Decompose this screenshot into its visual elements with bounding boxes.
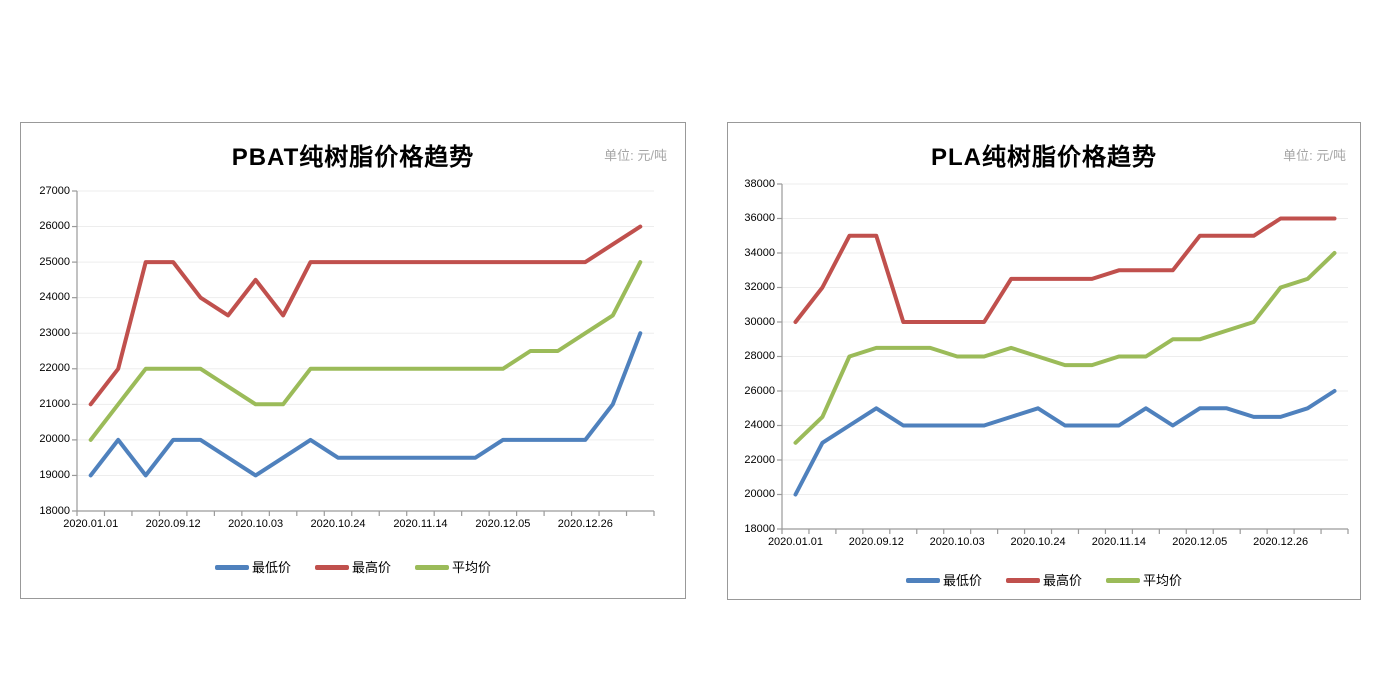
legend-swatch-avg <box>415 565 449 570</box>
legend-label: 平均价 <box>1143 573 1183 588</box>
series-line-min <box>793 389 1337 497</box>
x-tick-label: 2020.12.26 <box>1253 536 1309 548</box>
legend-item-max: 最高价 <box>1005 570 1082 589</box>
x-tick-label: 2020.09.12 <box>145 518 201 530</box>
y-tick-label: 34000 <box>744 246 775 259</box>
y-tick-label: 27000 <box>39 184 70 197</box>
pbat-chart-panel: PBAT纯树脂价格趋势 单位: 元/吨 18000 19000 20000 21000… <box>20 122 686 599</box>
legend-swatch-avg <box>1106 578 1140 583</box>
y-tick-label: 23000 <box>39 326 70 339</box>
chart-title: PLA纯树脂价格趋势 <box>931 144 1157 171</box>
legend-swatch-max <box>1005 578 1040 583</box>
x-tick-label: 2020.11.14 <box>393 518 448 530</box>
y-tick-label: 28000 <box>744 350 775 362</box>
legend-item-max: 最高价 <box>314 557 391 576</box>
x-tick-label: 2020.10.03 <box>228 518 284 530</box>
legend-label: 最低价 <box>942 573 982 588</box>
y-tick-label: 26000 <box>39 220 70 233</box>
x-tick-label: 2020.11.14 <box>1091 536 1147 548</box>
series-line-max <box>88 224 643 407</box>
legend-label: 最低价 <box>251 560 291 575</box>
chart-title: PBAT纯树脂价格趋势 <box>231 144 475 171</box>
x-tick-label: 2020.12.05 <box>1172 536 1228 548</box>
x-tick-label: 2020.09.12 <box>848 536 904 548</box>
y-tick-label: 30000 <box>744 315 775 328</box>
y-tick-label: 38000 <box>744 177 775 190</box>
x-tick-label: 2020.10.24 <box>1010 536 1066 548</box>
y-tick-label: 22000 <box>39 362 70 375</box>
legend-label: 最高价 <box>351 560 391 575</box>
y-tick-label: 18000 <box>744 522 775 535</box>
y-tick-label: 18000 <box>39 504 70 517</box>
series-line-max <box>793 216 1337 324</box>
y-tick-label: 20000 <box>744 488 775 500</box>
legend: 最低价 最高价 平均价 <box>728 570 1360 589</box>
y-tick-label: 32000 <box>744 281 775 293</box>
y-tick-label: 22000 <box>744 453 775 466</box>
plot-area <box>777 183 1349 534</box>
legend: 最低价 最高价 平均价 <box>21 557 685 576</box>
x-tick-label: 2020.12.05 <box>475 518 531 530</box>
y-tick-label: 36000 <box>744 212 775 224</box>
series-line-avg <box>793 251 1337 445</box>
legend-swatch-min <box>905 578 940 583</box>
y-tick-label: 26000 <box>744 384 775 397</box>
legend-item-avg: 平均价 <box>415 557 491 576</box>
x-tick-label: 2020.10.24 <box>310 518 366 530</box>
y-tick-label: 20000 <box>39 433 70 446</box>
legend-item-min: 最低价 <box>905 570 982 589</box>
unit-label: 单位: 元/吨 <box>1283 148 1346 163</box>
y-tick-label: 25000 <box>39 255 70 268</box>
legend-label: 最高价 <box>1042 573 1082 588</box>
x-tick-label: 2020.01.01 <box>767 536 823 548</box>
x-tick-label: 2020.01.01 <box>63 518 119 530</box>
legend-item-min: 最低价 <box>214 557 291 576</box>
y-tick-label: 24000 <box>744 419 775 431</box>
x-tick-label: 2020.12.26 <box>557 518 613 530</box>
legend-label: 平均价 <box>452 560 492 575</box>
y-tick-label: 24000 <box>39 291 70 304</box>
y-tick-label: 19000 <box>39 468 70 481</box>
unit-label: 单位: 元/吨 <box>604 148 667 163</box>
legend-item-avg: 平均价 <box>1106 570 1182 589</box>
pla-chart-panel: PLA纯树脂价格趋势 单位: 元/吨 18000 20000 22000 24000 2… <box>727 122 1361 600</box>
series-line-avg <box>88 260 643 442</box>
legend-swatch-min <box>214 565 249 570</box>
plot-area <box>72 190 655 516</box>
legend-swatch-max <box>314 565 349 570</box>
series-line-min <box>88 331 643 478</box>
x-tick-label: 2020.10.03 <box>929 536 985 548</box>
y-tick-label: 21000 <box>39 397 70 410</box>
